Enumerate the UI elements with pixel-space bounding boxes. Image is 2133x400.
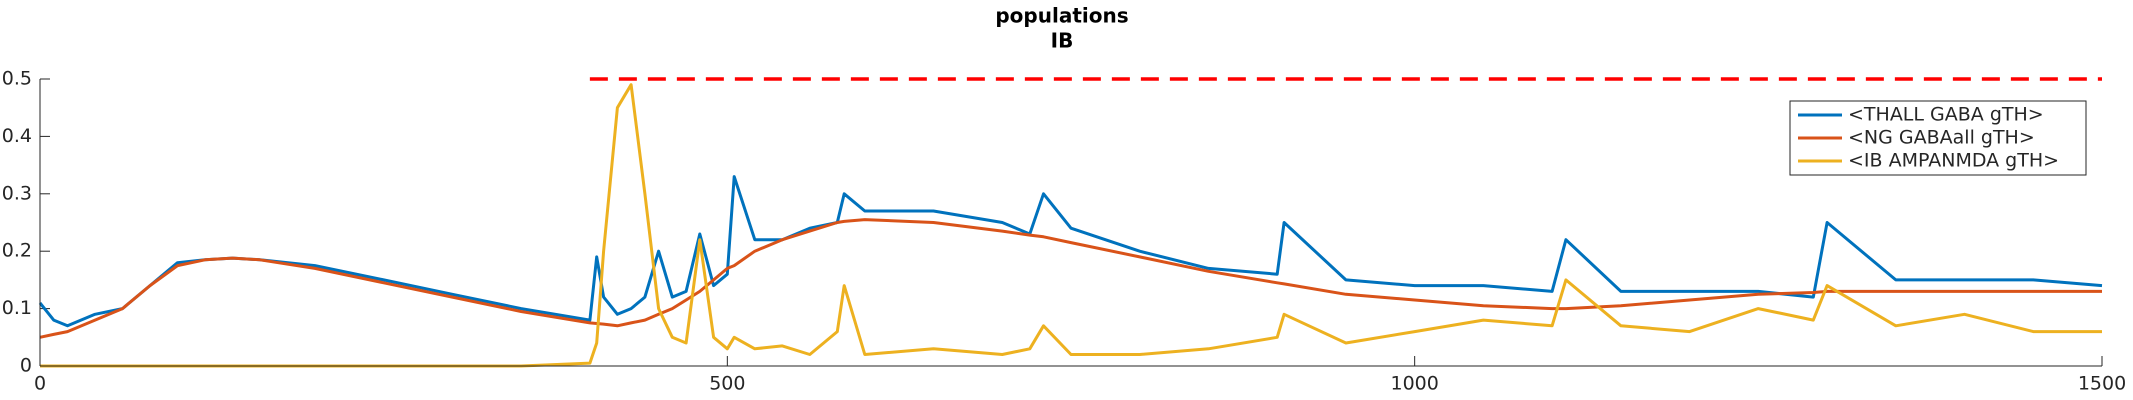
series-line [38,175,2103,328]
legend-label: <THALL GABA gTH> [1848,104,2044,126]
y-tick-label: 0.1 [2,297,32,319]
legend-box [1789,100,2087,176]
series-line [39,218,2102,339]
y-tick-label: 0.3 [2,182,32,204]
legend-label: <IB AMPANMDA gTH> [1848,150,2059,172]
x-tick-label: 1000 [1390,373,1438,395]
legend-label: <NG GABAall gTH> [1848,127,2035,149]
x-tick-label: 1500 [2078,373,2126,395]
x-tick-label: 0 [34,373,46,395]
chart-title: populations [995,4,1128,28]
y-tick-label: 0.2 [2,240,32,262]
y-tick-label: 0 [20,355,32,377]
y-tick-label: 0.4 [2,125,32,147]
chart-subtitle: IB [1051,29,1074,53]
y-tick-label: 0.5 [2,68,32,90]
x-tick-label: 500 [709,373,745,395]
